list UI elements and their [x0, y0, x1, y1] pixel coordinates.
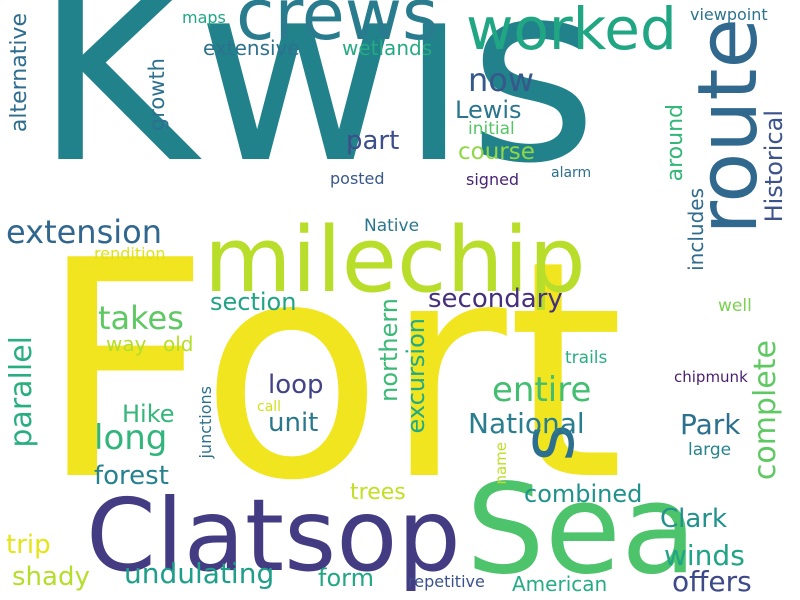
- word-call: call: [257, 399, 282, 415]
- word-alarm: alarm: [551, 165, 592, 181]
- word-old: old: [163, 332, 194, 356]
- word-initial: initial: [468, 119, 515, 139]
- word-loop: loop: [268, 370, 324, 400]
- word-historical: Historical: [760, 110, 788, 223]
- word-national: National: [468, 407, 585, 440]
- word-well: well: [718, 296, 752, 316]
- word-worked: worked: [466, 0, 677, 63]
- word-maps: maps: [182, 8, 226, 27]
- word-course: course: [458, 139, 535, 165]
- word-offers: offers: [672, 565, 752, 598]
- word-clatsop: Clatsop: [86, 477, 461, 594]
- word-complete: complete: [748, 340, 783, 481]
- word-american: American: [512, 572, 608, 596]
- word-excursion: excursion: [402, 318, 430, 434]
- word-undulating: undulating: [124, 557, 275, 590]
- word-crews: crews: [236, 0, 439, 56]
- word-long: long: [94, 418, 168, 458]
- word-name: name: [492, 442, 510, 485]
- word-repetitive: repetitive: [408, 572, 485, 591]
- word-posted: posted: [330, 169, 385, 188]
- word-entire: entire: [492, 370, 592, 410]
- word-trails: trails: [565, 348, 608, 368]
- word-milechip: milechip: [204, 208, 586, 313]
- word-forest: forest: [94, 461, 169, 491]
- word-now: now: [468, 61, 535, 99]
- word-takes: takes: [98, 299, 184, 337]
- word-trees: trees: [350, 480, 406, 505]
- word-way: way: [106, 332, 147, 356]
- word-sea: Sea: [466, 458, 697, 600]
- word-extensive: extensive: [203, 36, 300, 60]
- word-form: form: [318, 564, 374, 592]
- word-parallel: parallel: [4, 336, 39, 448]
- word-kwis: Kwis: [34, 0, 598, 218]
- word-junctions: junctions: [196, 386, 215, 459]
- word-hike: Hike: [122, 400, 175, 428]
- word-extension: extension: [6, 213, 162, 251]
- word-lewis: Lewis: [455, 96, 522, 124]
- word-large: large: [688, 440, 732, 460]
- word-growth: growth: [145, 58, 169, 132]
- word-rendition: rendition: [94, 244, 166, 263]
- word-combined: combined: [524, 480, 643, 508]
- word-wetlands: wetlands: [342, 36, 433, 60]
- word-section: section: [210, 288, 297, 316]
- word-unit: unit: [268, 408, 319, 438]
- word-chipmunk: chipmunk: [674, 368, 748, 386]
- word-viewpoint: viewpoint: [690, 5, 768, 24]
- word-native: Native: [364, 216, 420, 236]
- word-secondary: secondary: [428, 284, 563, 314]
- word-northern: northern: [375, 298, 403, 402]
- word-around: around: [663, 104, 688, 182]
- word-includes: includes: [684, 188, 708, 271]
- word-signed: signed: [466, 170, 520, 189]
- word-shady: shady: [12, 562, 90, 592]
- word-winds: winds: [664, 539, 745, 572]
- word-clark: Clark: [660, 504, 728, 534]
- word-fort: Fort: [38, 197, 625, 546]
- word-alternative: alternative: [7, 13, 32, 133]
- word-part: part: [346, 126, 400, 156]
- word-trip: trip: [6, 530, 51, 560]
- word-park: Park: [680, 408, 741, 441]
